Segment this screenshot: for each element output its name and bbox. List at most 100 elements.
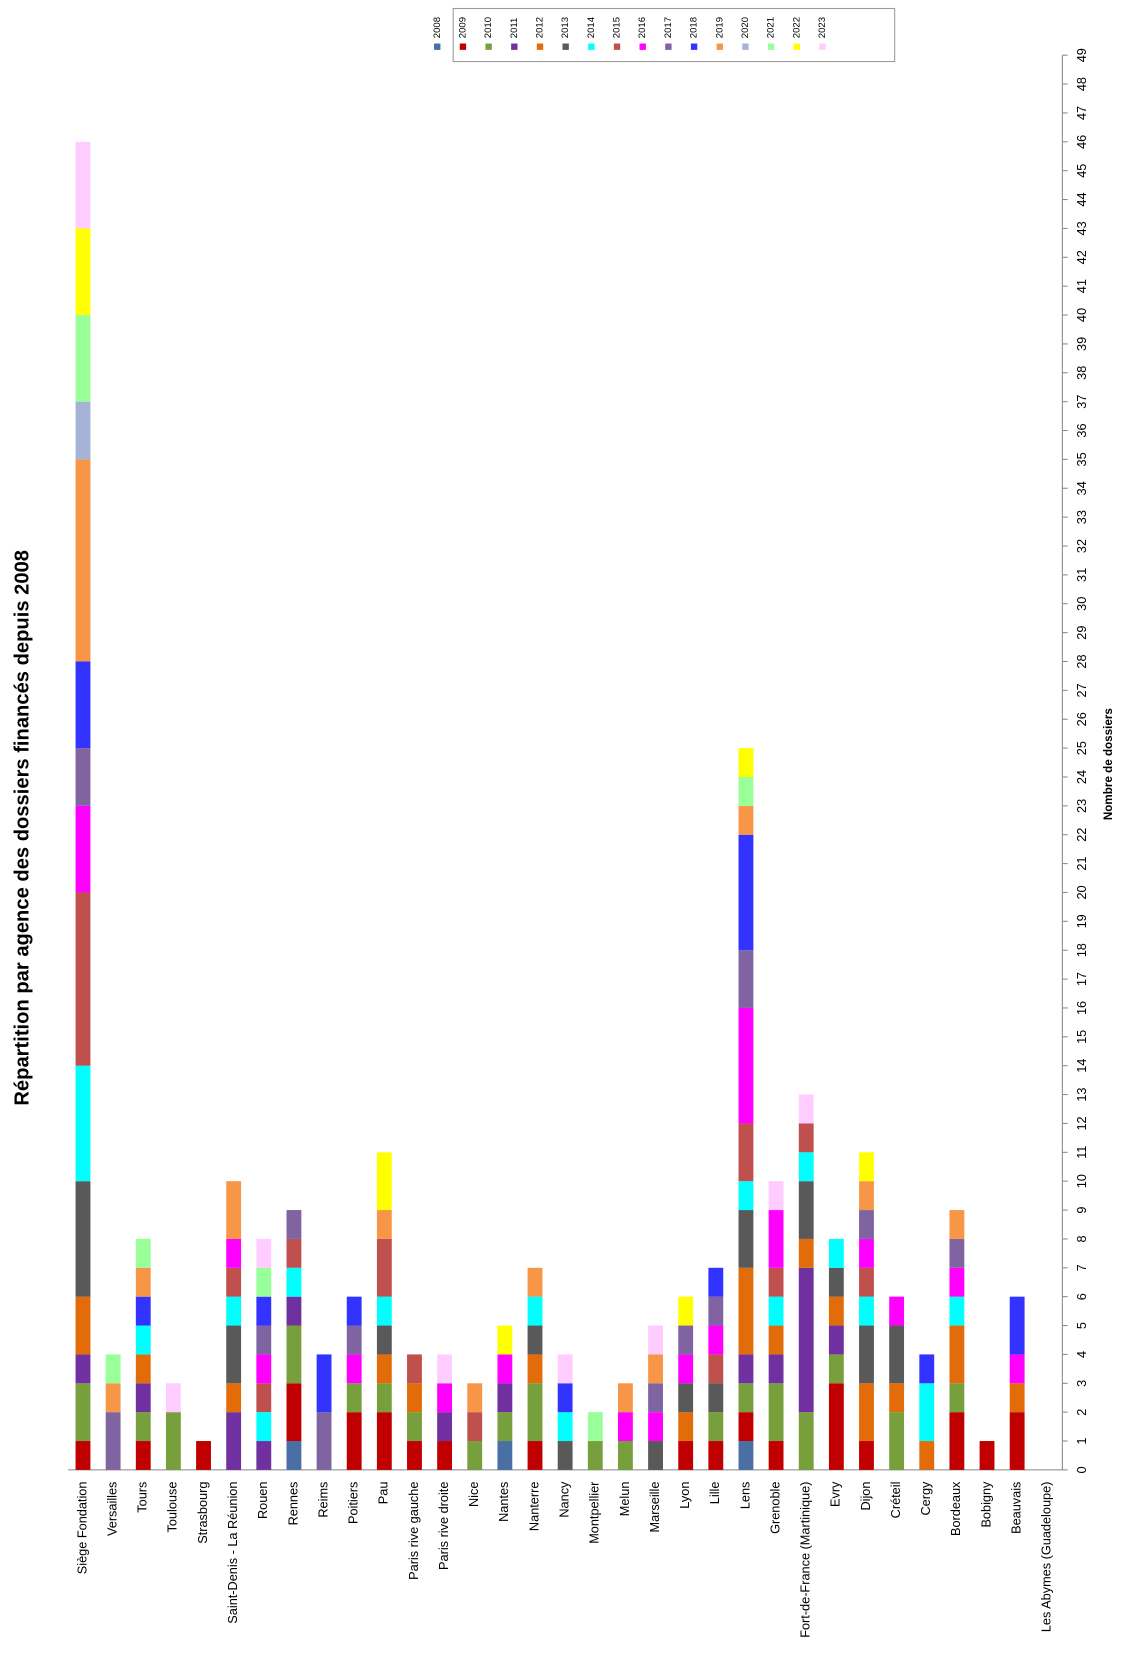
bar-segment [135, 1354, 151, 1384]
x-tick-label: Rennes [285, 1482, 300, 1526]
bar-segment [949, 1383, 965, 1413]
legend-label: 2014 [586, 16, 597, 38]
bar-segment [828, 1267, 844, 1297]
y-tick-label: 13 [1074, 1087, 1089, 1101]
y-tick-label: 14 [1074, 1059, 1089, 1073]
bar-segment [738, 748, 754, 777]
bar-segment [346, 1296, 362, 1326]
bar-segment [256, 1383, 272, 1413]
bar-segment [376, 1296, 392, 1326]
y-tick-label: 12 [1074, 1116, 1089, 1130]
legend-label: 2009 [457, 17, 468, 38]
bar-segment [708, 1412, 724, 1442]
bar-segment [919, 1383, 935, 1442]
bar-segment [437, 1354, 453, 1384]
bar-segment [437, 1441, 453, 1470]
bar-segment [467, 1383, 483, 1413]
bar-segment [859, 1325, 874, 1384]
bar-segment [738, 834, 754, 951]
bar-segment [135, 1383, 151, 1413]
legend-label: 2012 [535, 17, 546, 38]
y-tick-label: 27 [1074, 683, 1089, 697]
y-tick-label: 6 [1074, 1293, 1089, 1300]
bar-segment [828, 1238, 844, 1268]
bar-segment [768, 1383, 784, 1442]
bar-segment [346, 1412, 362, 1470]
x-tick-label: Tours [135, 1482, 150, 1513]
bar-segment [859, 1296, 874, 1326]
legend-label: 2018 [689, 17, 700, 38]
x-tick-label: Nancy [557, 1481, 572, 1518]
y-tick-label: 43 [1074, 221, 1089, 235]
legend-label: 2011 [509, 18, 520, 39]
bar-segment [256, 1441, 272, 1470]
bar-segment [135, 1238, 151, 1268]
legend-swatch [742, 43, 749, 50]
bar-segment [497, 1383, 513, 1413]
bar-segment [316, 1412, 332, 1470]
bar-segment [407, 1383, 422, 1413]
bar-segment [75, 1383, 91, 1442]
bar-segment [768, 1181, 784, 1211]
bar-segment [286, 1267, 302, 1297]
y-tick-label: 8 [1074, 1235, 1089, 1242]
x-tick-label: Melun [617, 1482, 632, 1517]
bar-segment [527, 1267, 543, 1297]
bar-segment [768, 1210, 784, 1268]
bar-segment [346, 1354, 362, 1384]
bar-segment [346, 1325, 362, 1355]
y-tick-label: 48 [1074, 77, 1089, 91]
bar-segment [467, 1441, 483, 1470]
legend-swatch [716, 43, 723, 50]
bar-segment [859, 1210, 874, 1239]
legend-label: 2017 [663, 17, 674, 38]
bar-segment [678, 1383, 694, 1413]
legend-label: 2021 [766, 17, 777, 38]
y-tick-label: 21 [1074, 857, 1089, 871]
bar-segment [738, 776, 754, 806]
bar-segment [527, 1383, 543, 1442]
x-tick-label: Marseille [647, 1482, 662, 1533]
bar-segment [497, 1441, 513, 1470]
bar-segment [467, 1412, 483, 1442]
bar-segment [617, 1412, 633, 1442]
y-tick-label: 16 [1074, 1001, 1089, 1015]
y-tick-label: 41 [1074, 279, 1089, 293]
bar-segment [256, 1238, 272, 1268]
bar-segment [75, 459, 91, 662]
bar-segment [75, 748, 91, 806]
bar-segment [135, 1412, 151, 1442]
bar-segment [708, 1296, 724, 1326]
x-tick-label: Paris rive droite [436, 1482, 451, 1570]
bar-segment [256, 1325, 272, 1355]
x-tick-label: Fort-de-France (Martinique) [798, 1482, 813, 1638]
y-tick-label: 46 [1074, 135, 1089, 149]
bar-segment [226, 1325, 242, 1384]
bar-segment [1009, 1412, 1025, 1470]
y-tick-label: 20 [1074, 885, 1089, 899]
bar-segment [557, 1383, 573, 1413]
bar-segment [979, 1441, 995, 1470]
x-tick-label: Cergy [918, 1481, 933, 1516]
x-tick-label: Toulouse [165, 1482, 180, 1533]
bar-segment [678, 1296, 694, 1326]
bar-segment [798, 1412, 814, 1470]
bar-segment [286, 1325, 302, 1384]
legend-swatch [613, 43, 621, 50]
y-tick-label: 1 [1074, 1437, 1089, 1444]
bar-segment [738, 950, 754, 1008]
bar-segment [286, 1441, 302, 1470]
bar-segment [949, 1238, 965, 1268]
y-tick-label: 38 [1074, 366, 1089, 380]
bar-segment [949, 1325, 965, 1384]
x-tick-label: Reims [315, 1482, 330, 1518]
bar-segment [889, 1412, 905, 1470]
bar-segment [1009, 1296, 1025, 1355]
bar-segment [75, 1296, 91, 1355]
bar-segment [346, 1383, 362, 1413]
y-tick-label: 11 [1074, 1146, 1089, 1159]
bar-segment [828, 1383, 844, 1470]
bar-segment [135, 1296, 151, 1326]
bar-segment [617, 1383, 633, 1413]
bar-segment [889, 1383, 905, 1413]
